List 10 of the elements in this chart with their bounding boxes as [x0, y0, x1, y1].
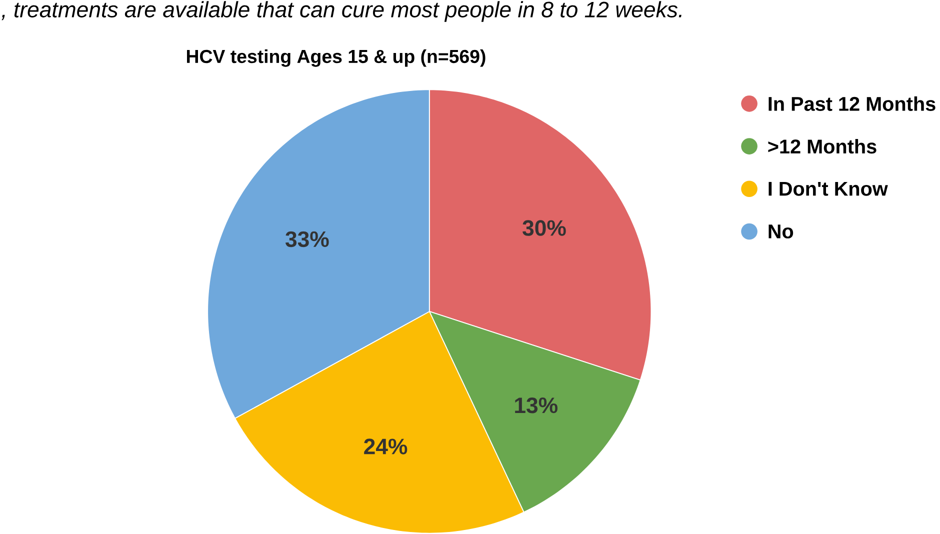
legend-label: No	[768, 224, 794, 239]
data-label: 30%	[522, 220, 566, 236]
data-label: 33%	[286, 231, 329, 248]
legend-label: >12 Months	[768, 139, 876, 154]
data-label: 13%	[515, 398, 558, 414]
data-label: 24%	[364, 438, 408, 454]
legend-label: I Don't Know	[768, 182, 888, 196]
chart-title: HCV testing Ages 15 & up (n=569)	[187, 49, 486, 67]
text: , treatments are available that can cure most people in 8 to 12 weeks.	[2, 1, 682, 22]
legend-label: In Past 12 Months	[768, 96, 936, 112]
